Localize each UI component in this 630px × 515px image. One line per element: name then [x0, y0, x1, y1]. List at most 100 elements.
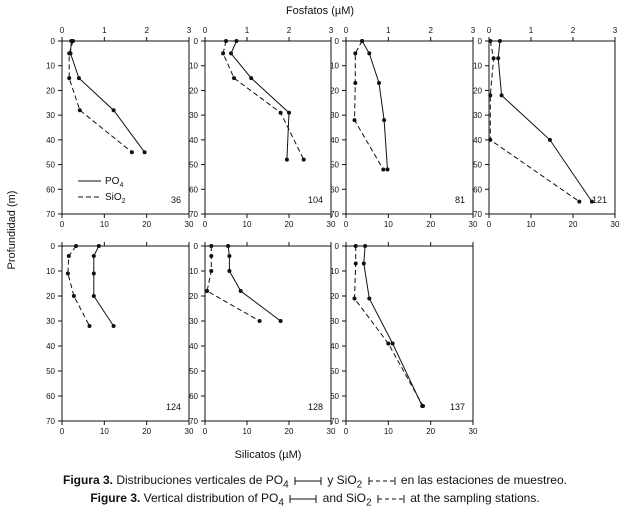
station-label-124: 124	[166, 402, 181, 412]
phosphate-tick-label-36: 3	[187, 26, 192, 35]
depth-tick-label-81: 0	[335, 37, 340, 46]
phosphate-tick-label-121: 2	[571, 26, 576, 35]
silicate-tick-label-128: 20	[285, 427, 294, 436]
sio2-point-station-36	[77, 108, 82, 113]
sio2-point-station-128	[209, 269, 214, 273]
depth-tick-label-124: 50	[46, 367, 55, 376]
sio2-point-station-124	[74, 244, 78, 248]
caption-english-text-2: and SiO	[319, 491, 367, 505]
silicate-tick-label-121: 20	[569, 220, 578, 229]
depth-tick-label-36: 30	[46, 111, 55, 120]
caption-spanish-text-1: Distribuciones verticales de PO	[113, 473, 284, 487]
depth-tick-label-36: 50	[46, 161, 55, 170]
depth-tick-label-128: 50	[189, 367, 198, 376]
depth-tick-label-121: 10	[473, 62, 482, 71]
silicate-tick-label-104: 10	[243, 220, 252, 229]
phosphate-tick-label-104: 1	[245, 26, 250, 35]
sio2-point-station-104	[221, 51, 226, 56]
caption-english-text-3: at the sampling stations.	[406, 491, 540, 505]
depth-tick-label-137: 0	[335, 242, 340, 251]
sio2-point-station-121	[488, 39, 493, 43]
depth-tick-label-128: 60	[189, 392, 198, 401]
phosphate-tick-label-36: 0	[60, 26, 65, 35]
po4-point-station-128	[278, 319, 283, 323]
depth-tick-label-36: 10	[46, 62, 55, 71]
depth-tick-label-104: 40	[189, 136, 198, 145]
caption-english-lead: Figure 3.	[90, 491, 141, 505]
depth-tick-label-124: 30	[46, 317, 55, 326]
silicate-tick-label-121: 0	[487, 220, 492, 229]
phosphate-tick-label-36: 2	[144, 26, 149, 35]
depth-tick-label-137: 30	[330, 317, 339, 326]
legend-sio2-label: SiO2	[105, 192, 126, 205]
sio2-point-station-124	[87, 324, 92, 328]
po4-point-station-104	[234, 39, 239, 43]
po4-point-station-137	[361, 261, 366, 266]
sio2-line-station-104	[222, 40, 305, 160]
sio2-point-station-137	[353, 244, 358, 248]
silicate-tick-label-104: 0	[203, 220, 208, 229]
po4-point-station-121	[497, 39, 502, 43]
phosphate-axis-title: Fosfatos (µM)	[286, 5, 354, 17]
depth-tick-label-124: 60	[46, 392, 55, 401]
depth-tick-label-137: 10	[330, 267, 339, 276]
sio2-point-station-81	[353, 81, 358, 85]
phosphate-tick-label-121: 0	[487, 26, 492, 35]
sio2-point-station-104	[278, 110, 283, 115]
depth-tick-label-121: 70	[473, 210, 482, 219]
station-label-81: 81	[455, 195, 465, 205]
po4-point-station-36	[76, 76, 81, 81]
sio2-point-station-121	[577, 199, 582, 204]
po4-point-station-128	[227, 269, 232, 273]
depth-tick-label-128: 20	[189, 292, 198, 301]
sio2-line-station-121	[489, 40, 580, 203]
phosphate-tick-label-104: 3	[329, 26, 334, 35]
sio2-line-station-128	[206, 246, 260, 322]
po4-point-station-124	[111, 324, 116, 328]
station-label-104: 104	[308, 195, 323, 205]
panel-frame-137	[345, 245, 474, 422]
po4-point-station-81	[382, 118, 387, 123]
po4-point-station-81	[367, 51, 372, 56]
silicate-axis-title: Silicatos (µM)	[235, 449, 302, 461]
depth-tick-label-128: 30	[189, 317, 198, 326]
station-label-121: 121	[592, 195, 607, 205]
caption-spanish-sub-2: 2	[356, 479, 363, 491]
sio2-point-station-128	[205, 289, 210, 293]
phosphate-tick-label-121: 3	[613, 26, 618, 35]
sio2-point-station-137	[386, 341, 391, 346]
caption-english-text-1: Vertical distribution of PO	[140, 491, 279, 505]
po4-point-station-124	[91, 271, 96, 276]
silicate-tick-label-121: 30	[611, 220, 620, 229]
phosphate-tick-label-104: 2	[287, 26, 292, 35]
silicate-tick-label-124: 0	[60, 427, 65, 436]
po4-point-station-137	[390, 341, 395, 346]
po4-point-station-128	[226, 244, 231, 248]
silicate-tick-label-104: 20	[285, 220, 294, 229]
depth-tick-label-104: 20	[189, 86, 198, 95]
sio2-point-station-137	[353, 261, 358, 266]
depth-tick-label-81: 10	[330, 62, 339, 71]
silicate-tick-label-81: 10	[384, 220, 393, 229]
po4-point-station-36	[111, 108, 116, 113]
sio2-point-station-128	[209, 244, 214, 248]
po4-line-station-124	[93, 245, 115, 327]
figure-panels: Fosfatos (µM) Silicatos (µM) Profundidad…	[6, 5, 620, 461]
po4-point-station-104	[249, 76, 254, 81]
caption-spanish-lead: Figura 3.	[62, 473, 113, 487]
panel-frame-104	[204, 40, 332, 215]
depth-tick-label-128: 70	[189, 417, 198, 426]
sio2-point-station-121	[488, 137, 493, 142]
phosphate-tick-label-81: 2	[428, 26, 433, 35]
silicate-tick-label-124: 10	[100, 427, 109, 436]
caption-english-sub-1: 4	[278, 497, 284, 509]
depth-tick-label-81: 40	[330, 136, 339, 145]
phosphate-tick-label-36: 1	[102, 26, 107, 35]
silicate-tick-label-36: 10	[100, 220, 109, 229]
station-label-128: 128	[308, 402, 323, 412]
po4-point-station-104	[229, 51, 233, 56]
po4-point-station-124	[91, 294, 96, 298]
panel-frame-81	[345, 40, 474, 215]
depth-tick-label-137: 40	[330, 342, 339, 351]
